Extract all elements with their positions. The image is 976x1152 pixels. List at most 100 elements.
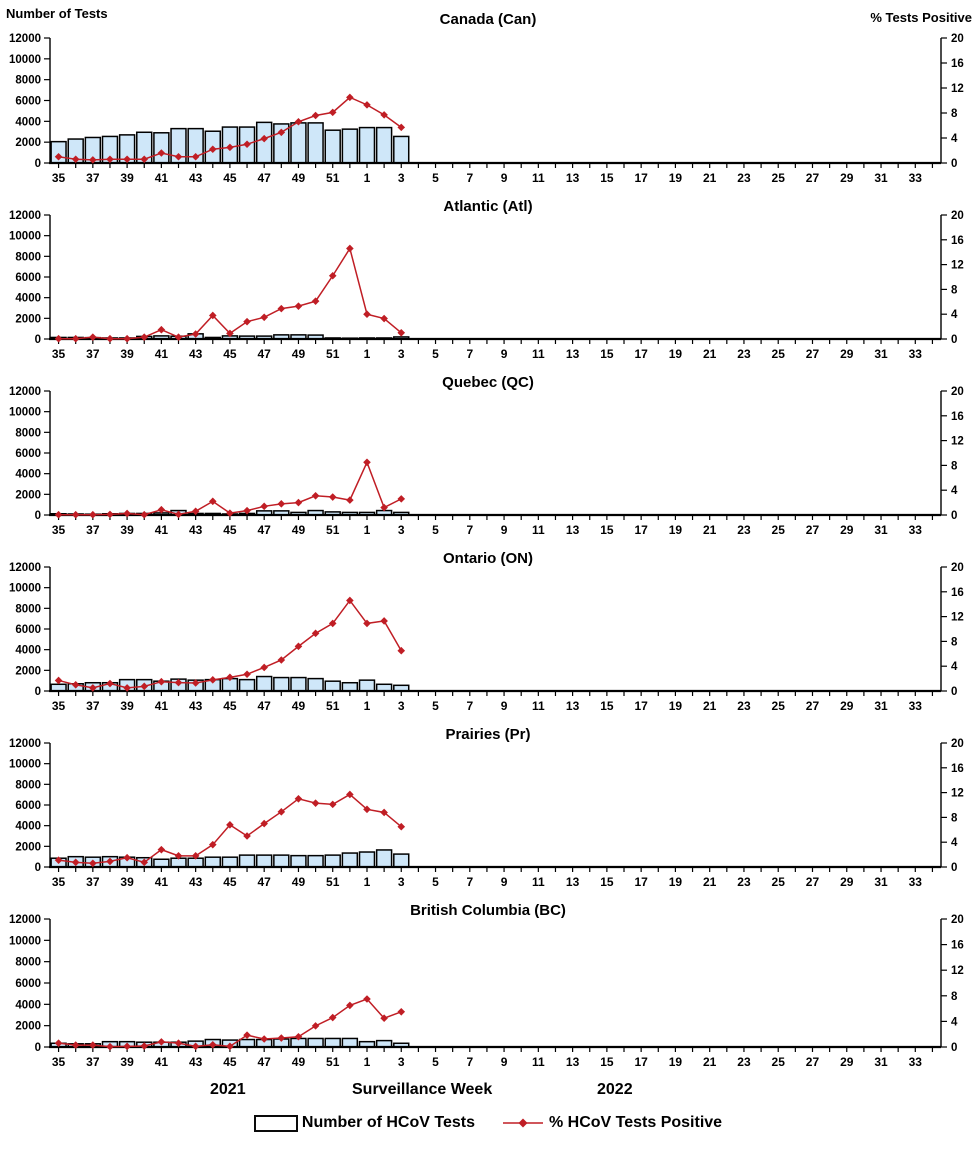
- svg-text:35: 35: [52, 523, 66, 537]
- svg-text:4000: 4000: [15, 469, 41, 481]
- svg-text:12000: 12000: [9, 33, 41, 45]
- svg-text:7: 7: [466, 171, 473, 185]
- svg-text:2000: 2000: [15, 665, 41, 677]
- svg-text:16: 16: [951, 235, 964, 247]
- svg-text:7: 7: [466, 699, 473, 713]
- svg-text:41: 41: [155, 523, 169, 537]
- svg-text:17: 17: [634, 171, 648, 185]
- svg-text:9: 9: [501, 171, 508, 185]
- svg-text:2000: 2000: [15, 489, 41, 501]
- svg-text:25: 25: [772, 1055, 786, 1069]
- year-2022-label: 2022: [597, 1081, 633, 1098]
- chart-ontario: Ontario (ON) 0 2000 4000 6000 8000 10000 12000 0…: [9, 550, 964, 713]
- svg-text:31: 31: [874, 523, 888, 537]
- svg-text:41: 41: [155, 875, 169, 889]
- left-axis-header: Number of Tests: [6, 6, 108, 21]
- svg-text:10000: 10000: [9, 759, 41, 771]
- svg-text:6000: 6000: [15, 96, 41, 108]
- svg-text:27: 27: [806, 523, 820, 537]
- svg-text:3: 3: [398, 1055, 405, 1069]
- svg-text:19: 19: [669, 171, 683, 185]
- svg-text:7: 7: [466, 347, 473, 361]
- svg-text:2000: 2000: [15, 137, 41, 149]
- svg-text:29: 29: [840, 875, 854, 889]
- svg-text:4000: 4000: [15, 645, 41, 657]
- svg-text:20: 20: [951, 914, 964, 926]
- svg-text:31: 31: [874, 347, 888, 361]
- svg-text:49: 49: [292, 699, 306, 713]
- svg-text:17: 17: [634, 1055, 648, 1069]
- svg-text:4000: 4000: [15, 116, 41, 128]
- svg-text:Canada (Can): Canada (Can): [440, 11, 537, 28]
- svg-text:39: 39: [120, 347, 134, 361]
- svg-text:10000: 10000: [9, 407, 41, 419]
- svg-text:23: 23: [737, 699, 751, 713]
- panel-quebec: Quebec (QC) 0 2000 4000 6000 8000 10000 12000 0 4…: [0, 373, 976, 549]
- svg-text:12000: 12000: [9, 738, 41, 750]
- svg-text:33: 33: [909, 171, 923, 185]
- svg-text:19: 19: [669, 523, 683, 537]
- svg-text:0: 0: [35, 334, 41, 346]
- svg-text:23: 23: [737, 875, 751, 889]
- x-axis-title: Surveillance Week: [352, 1081, 493, 1098]
- svg-text:51: 51: [326, 1055, 340, 1069]
- svg-text:21: 21: [703, 875, 717, 889]
- svg-text:11: 11: [532, 347, 545, 361]
- svg-text:8000: 8000: [15, 957, 41, 969]
- svg-text:13: 13: [566, 875, 580, 889]
- svg-text:11: 11: [532, 1055, 545, 1069]
- svg-text:37: 37: [86, 1055, 100, 1069]
- svg-text:31: 31: [874, 1055, 888, 1069]
- svg-text:15: 15: [600, 699, 614, 713]
- svg-text:20: 20: [951, 562, 964, 574]
- svg-text:51: 51: [326, 523, 340, 537]
- svg-text:6000: 6000: [15, 800, 41, 812]
- svg-text:25: 25: [772, 875, 786, 889]
- svg-text:39: 39: [120, 1055, 134, 1069]
- svg-text:25: 25: [772, 347, 786, 361]
- svg-text:16: 16: [951, 411, 964, 423]
- svg-text:4: 4: [951, 309, 958, 321]
- svg-text:41: 41: [155, 1055, 169, 1069]
- svg-text:5: 5: [432, 1055, 439, 1069]
- svg-text:15: 15: [600, 171, 614, 185]
- svg-text:25: 25: [772, 523, 786, 537]
- svg-text:3: 3: [398, 523, 405, 537]
- svg-text:21: 21: [703, 1055, 717, 1069]
- svg-text:0: 0: [35, 1042, 41, 1054]
- svg-text:1: 1: [364, 523, 371, 537]
- svg-text:17: 17: [634, 523, 648, 537]
- svg-text:33: 33: [909, 1055, 923, 1069]
- svg-text:27: 27: [806, 171, 820, 185]
- svg-text:2000: 2000: [15, 1021, 41, 1033]
- svg-text:27: 27: [806, 1055, 820, 1069]
- svg-text:15: 15: [600, 875, 614, 889]
- svg-text:4000: 4000: [15, 999, 41, 1011]
- svg-text:27: 27: [806, 347, 820, 361]
- svg-text:51: 51: [326, 171, 340, 185]
- svg-text:49: 49: [292, 523, 306, 537]
- svg-text:5: 5: [432, 171, 439, 185]
- svg-text:11: 11: [532, 699, 545, 713]
- svg-text:37: 37: [86, 347, 100, 361]
- chart-canada: Canada (Can) 0 2000 4000 6000 8000 10000 12000 0…: [9, 11, 964, 185]
- svg-text:0: 0: [35, 510, 41, 522]
- svg-text:12: 12: [951, 83, 964, 95]
- svg-text:45: 45: [223, 523, 237, 537]
- svg-text:31: 31: [874, 875, 888, 889]
- svg-text:43: 43: [189, 171, 203, 185]
- svg-text:0: 0: [35, 686, 41, 698]
- svg-text:29: 29: [840, 347, 854, 361]
- svg-text:8: 8: [951, 636, 958, 648]
- svg-text:43: 43: [189, 699, 203, 713]
- year-2021-label: 2021: [210, 1081, 246, 1098]
- svg-text:0: 0: [951, 1042, 957, 1054]
- svg-text:25: 25: [772, 171, 786, 185]
- svg-text:3: 3: [398, 347, 405, 361]
- svg-text:9: 9: [501, 699, 508, 713]
- svg-text:11: 11: [532, 171, 545, 185]
- svg-text:Prairies (Pr): Prairies (Pr): [445, 726, 530, 743]
- svg-text:20: 20: [951, 33, 964, 45]
- svg-text:19: 19: [669, 875, 683, 889]
- svg-text:5: 5: [432, 875, 439, 889]
